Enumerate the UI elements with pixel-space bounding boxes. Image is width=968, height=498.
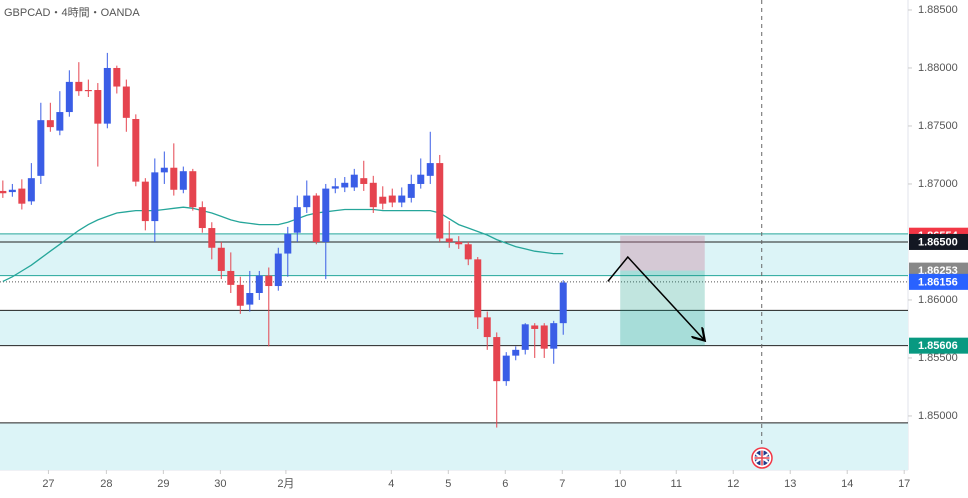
x-tick-label: 11 xyxy=(671,478,682,490)
candle-body xyxy=(331,186,339,189)
candle-body xyxy=(265,275,273,287)
zone xyxy=(0,310,908,346)
candle-body xyxy=(398,195,406,203)
candle-body xyxy=(37,120,45,176)
moving-average xyxy=(2,206,564,282)
y-tick-label: 1.87500 xyxy=(918,120,958,132)
candle-body xyxy=(170,167,178,190)
price-tag-label: 1.86156 xyxy=(918,276,958,288)
x-tick-label: 17 xyxy=(898,478,910,490)
candle-body xyxy=(208,228,216,248)
candle-body xyxy=(388,195,396,203)
x-tick-label: 4 xyxy=(388,478,394,490)
zone xyxy=(0,233,908,276)
price-tag xyxy=(909,233,968,250)
y-tick-label: 1.86000 xyxy=(918,294,958,306)
candle-body xyxy=(284,233,292,254)
x-tick-label: 7 xyxy=(559,478,565,490)
candle-body xyxy=(217,247,225,271)
candle-body xyxy=(360,178,368,184)
x-tick-label: 12 xyxy=(727,478,739,490)
candle-body xyxy=(0,190,7,194)
candle-body xyxy=(312,195,320,242)
candle-body xyxy=(246,292,254,305)
candle-body xyxy=(455,241,463,245)
candle-body xyxy=(236,284,244,306)
candle-body xyxy=(540,325,548,349)
candle-body xyxy=(464,244,472,260)
x-tick-label: 13 xyxy=(784,478,796,490)
candle-body xyxy=(350,174,358,188)
candle-body xyxy=(151,172,159,222)
y-tick-label: 1.88000 xyxy=(918,62,958,74)
chart-title: GBPCAD・4時間・OANDA xyxy=(4,6,140,19)
candle-body xyxy=(559,282,567,324)
candle-body xyxy=(198,207,206,229)
candle-body xyxy=(322,188,330,242)
candle-body xyxy=(274,253,282,287)
candle-body xyxy=(293,207,301,233)
candle-body xyxy=(179,171,187,190)
x-tick-label: 2月 xyxy=(277,478,294,490)
uk-flag xyxy=(751,447,773,469)
candle-body xyxy=(436,163,444,239)
candle-body xyxy=(502,355,510,382)
candle-body xyxy=(512,349,520,356)
candle-body xyxy=(483,317,491,338)
candle-body xyxy=(445,238,453,242)
x-tick-label: 14 xyxy=(841,478,853,490)
candle-body xyxy=(255,275,263,293)
candle-body xyxy=(379,196,387,204)
candle-body xyxy=(189,171,197,208)
target-zone xyxy=(620,270,705,346)
x-tick-label: 10 xyxy=(614,478,626,490)
candle-body xyxy=(84,90,92,92)
candle-body xyxy=(474,259,482,318)
trade-arrow xyxy=(607,255,705,341)
x-tick-label: 30 xyxy=(214,478,226,490)
x-tick-label: 6 xyxy=(502,478,508,490)
price-tag-label: 1.86500 xyxy=(918,236,958,248)
price-tag xyxy=(909,337,968,354)
candle-body xyxy=(369,182,377,208)
y-tick-label: 1.85000 xyxy=(918,410,958,422)
candle-body xyxy=(46,120,54,128)
candle-body xyxy=(341,182,349,188)
x-tick-label: 28 xyxy=(100,478,112,490)
candle-body xyxy=(132,119,140,182)
candle-body xyxy=(94,90,102,124)
y-tick-label: 1.87000 xyxy=(918,178,958,190)
x-tick-label: 29 xyxy=(157,478,169,490)
candle-body xyxy=(56,112,64,131)
candle-body xyxy=(141,181,149,222)
candle-body xyxy=(521,324,529,350)
stop-zone xyxy=(620,235,705,271)
candle-body xyxy=(65,81,73,113)
candle-body xyxy=(18,188,26,204)
zone xyxy=(0,422,908,470)
price-tag xyxy=(909,273,968,290)
candle-body xyxy=(103,67,111,124)
candle-body xyxy=(27,178,35,202)
price-tag-label: 1.85606 xyxy=(918,340,958,352)
candle-body xyxy=(550,323,558,349)
candle-body xyxy=(417,174,425,184)
candle-body xyxy=(8,189,16,193)
x-tick-label: 27 xyxy=(42,478,54,490)
y-tick-label: 1.88500 xyxy=(918,4,958,16)
y-tick-label: 1.85500 xyxy=(918,352,958,364)
candle-body xyxy=(493,337,501,382)
candle-body xyxy=(303,195,311,208)
candle-body xyxy=(426,163,434,176)
candle-body xyxy=(75,81,83,92)
candle-body xyxy=(122,86,130,118)
candle-body xyxy=(531,325,539,329)
candle-body xyxy=(407,183,415,198)
candle-body xyxy=(113,67,121,87)
candle-body xyxy=(227,270,235,285)
x-tick-label: 5 xyxy=(445,478,451,490)
candle-body xyxy=(160,167,168,173)
